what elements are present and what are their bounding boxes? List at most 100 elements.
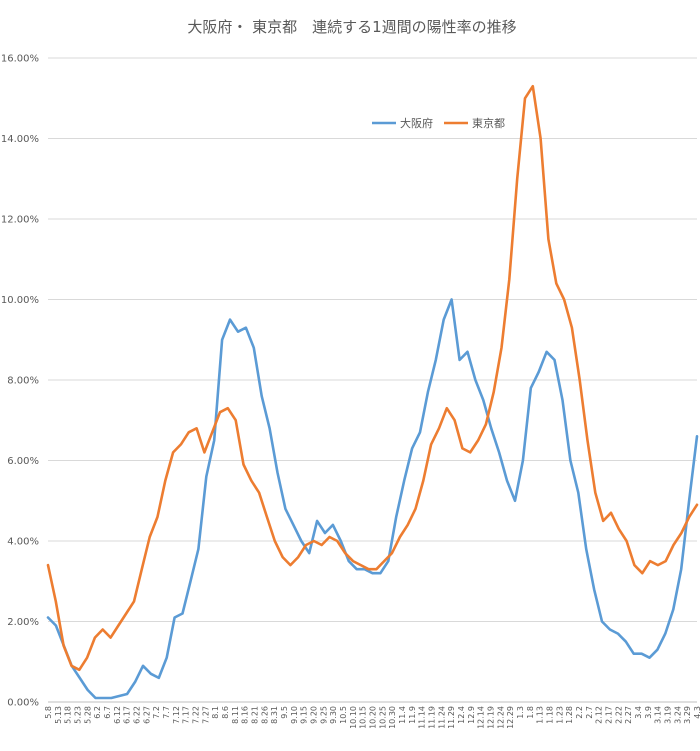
x-tick-label: 3.24 [673, 706, 682, 724]
x-tick-label: 2.7 [585, 706, 594, 719]
x-tick: 3.29 [683, 706, 692, 724]
x-tick: 10.15 [359, 706, 368, 729]
x-tick: 3.14 [654, 706, 663, 724]
x-tick-label: 3.14 [654, 706, 663, 724]
x-tick-label: 2.12 [595, 706, 604, 724]
y-tick-label: 0.00% [7, 698, 39, 709]
x-tick: 7.12 [172, 706, 181, 724]
x-tick: 3.24 [673, 706, 682, 724]
chart-title: 大阪府・ 東京都 連続する1週間の陽性率の推移 [187, 18, 516, 36]
y-tick-label: 14.00% [1, 134, 39, 145]
x-tick-label: 12.4 [457, 706, 466, 724]
x-tick: 9.25 [319, 706, 328, 724]
x-tick: 11.4 [398, 706, 407, 724]
series-group [46, 84, 699, 700]
x-tick-label: 8.1 [211, 706, 220, 719]
x-tick-label: 12.19 [487, 706, 496, 729]
x-tick: 6.17 [123, 706, 132, 724]
x-tick-label: 9.10 [290, 706, 299, 724]
x-tick: 7.17 [182, 706, 191, 724]
x-tick-label: 5.23 [74, 706, 83, 724]
x-tick: 9.15 [300, 706, 309, 724]
legend-label: 大阪府 [400, 116, 433, 130]
x-tick: 12.9 [467, 706, 476, 724]
x-axis: 5.8 5.13 5.18 5.23 5.28 6.2 6.7 6.12 6.17 6.22 6.2… [44, 706, 700, 729]
x-tick-label: 3.19 [664, 706, 673, 724]
x-tick: 11.29 [447, 706, 456, 729]
x-tick-label: 9.30 [329, 706, 338, 724]
x-tick-label: 2.17 [605, 706, 614, 724]
x-tick: 2.7 [585, 706, 594, 719]
x-tick-label: 2.27 [624, 706, 633, 724]
x-tick-label: 6.17 [123, 706, 132, 724]
x-tick: 6.27 [142, 706, 151, 724]
x-tick-label: 8.16 [241, 706, 250, 724]
x-tick-label: 3.9 [644, 706, 653, 719]
legend-label: 東京都 [472, 116, 505, 130]
x-tick-label: 1.28 [565, 706, 574, 724]
x-tick-label: 11.14 [418, 706, 427, 729]
x-tick-label: 6.22 [133, 706, 142, 724]
x-tick: 7.2 [152, 706, 161, 719]
x-tick-label: 1.18 [546, 706, 555, 724]
x-tick: 1.28 [565, 706, 574, 724]
x-tick: 8.6 [221, 706, 230, 719]
x-tick: 5.23 [74, 706, 83, 724]
x-tick-label: 3.29 [683, 706, 692, 724]
x-tick-label: 12.14 [477, 706, 486, 729]
x-tick: 8.16 [241, 706, 250, 724]
x-tick-label: 2.2 [575, 706, 584, 719]
x-tick-label: 8.31 [270, 706, 279, 724]
x-tick-label: 11.4 [398, 706, 407, 724]
x-tick-label: 12.9 [467, 706, 476, 724]
x-tick: 3.19 [664, 706, 673, 724]
x-tick-label: 10.5 [339, 706, 348, 724]
x-tick-label: 9.15 [300, 706, 309, 724]
x-tick-label: 11.24 [437, 706, 446, 729]
x-tick-label: 9.5 [280, 706, 289, 719]
x-tick-label: 10.20 [369, 706, 378, 729]
x-tick: 2.17 [605, 706, 614, 724]
x-tick-label: 5.18 [64, 706, 73, 724]
x-tick: 12.14 [477, 706, 486, 729]
x-tick-label: 1.3 [516, 706, 525, 719]
x-tick-label: 1.13 [536, 706, 545, 724]
x-tick: 1.18 [546, 706, 555, 724]
x-tick-label: 6.27 [142, 706, 151, 724]
x-tick-label: 11.19 [428, 706, 437, 729]
x-tick-label: 5.28 [83, 706, 92, 724]
x-tick-label: 5.8 [44, 706, 53, 719]
x-tick-label: 12.29 [506, 706, 515, 729]
x-tick-label: 1.8 [526, 706, 535, 719]
series-line-1 [46, 298, 699, 700]
grid [48, 57, 697, 703]
x-tick-label: 7.27 [201, 706, 210, 724]
x-tick: 8.11 [231, 706, 240, 724]
x-tick: 11.19 [428, 706, 437, 729]
x-tick: 8.26 [260, 706, 269, 724]
x-tick-label: 9.25 [319, 706, 328, 724]
x-tick: 11.24 [437, 706, 446, 729]
x-tick: 1.3 [516, 706, 525, 719]
x-tick: 10.20 [369, 706, 378, 729]
x-tick: 7.27 [201, 706, 210, 724]
x-tick-label: 8.21 [251, 706, 260, 724]
series-line-2 [46, 84, 699, 672]
x-tick: 12.24 [496, 706, 505, 729]
x-tick: 5.8 [44, 706, 53, 719]
x-tick-label: 8.6 [221, 706, 230, 719]
x-tick: 9.5 [280, 706, 289, 719]
x-tick-label: 11.9 [408, 706, 417, 724]
x-tick: 10.5 [339, 706, 348, 724]
x-tick-label: 3.4 [634, 706, 643, 719]
x-tick: 11.14 [418, 706, 427, 729]
y-tick-label: 4.00% [7, 537, 39, 548]
x-tick-label: 10.10 [349, 706, 358, 729]
x-tick: 2.22 [614, 706, 623, 724]
y-tick-label: 10.00% [1, 295, 39, 306]
x-tick-label: 7.22 [192, 706, 201, 724]
y-tick-label: 8.00% [7, 376, 39, 387]
x-tick: 12.4 [457, 706, 466, 724]
x-tick: 12.19 [487, 706, 496, 729]
x-tick-label: 8.11 [231, 706, 240, 724]
